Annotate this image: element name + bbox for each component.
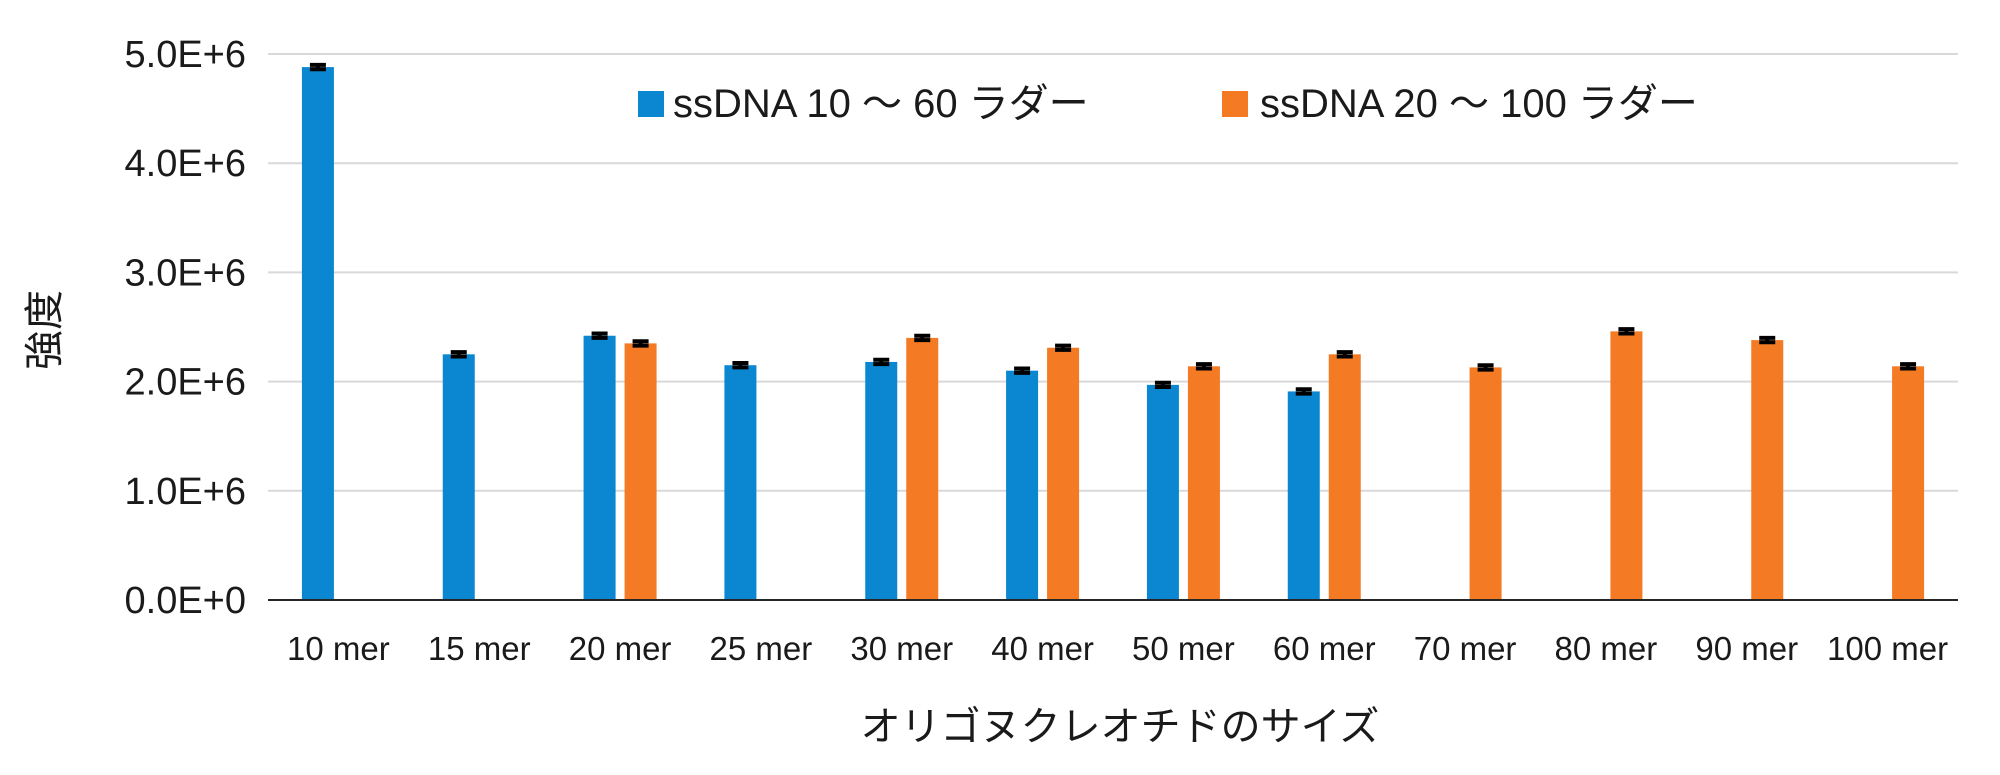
bar-series-2 (1047, 347, 1080, 600)
x-tick-label: 60 mer (1273, 630, 1376, 667)
x-tick-label: 90 mer (1695, 630, 1798, 667)
y-axis-tick-labels: 0.0E+0 1.0E+6 2.0E+6 3.0E+6 4.0E+6 5.0E+6 (125, 34, 247, 622)
legend: ssDNA 10 ～ 60 ラダー ssDNA 20 ～ 100 ラダー (638, 82, 1698, 126)
legend-label-series-2: ssDNA 20 ～ 100 ラダー (1260, 82, 1698, 126)
bar-series-1 (865, 361, 898, 600)
bar-series-2 (1751, 340, 1784, 600)
gridlines (268, 53, 1958, 492)
x-tick-label: 80 mer (1555, 630, 1658, 667)
y-tick-label: 0.0E+0 (125, 580, 247, 622)
bar-series-2 (1187, 366, 1220, 600)
y-tick-label: 4.0E+6 (125, 143, 247, 185)
bar-series-2 (1610, 331, 1643, 600)
x-tick-label: 50 mer (1132, 630, 1235, 667)
x-axis-title: オリゴヌクレオチドのサイズ (861, 705, 1380, 749)
y-tick-label: 2.0E+6 (125, 362, 247, 404)
bar-series-2 (624, 343, 657, 600)
x-tick-label: 10 mer (287, 630, 390, 667)
bar-series-2 (1892, 366, 1925, 600)
x-tick-label: 70 mer (1414, 630, 1517, 667)
x-tick-label: 20 mer (569, 630, 672, 667)
legend-label-series-1: ssDNA 10 ～ 60 ラダー (673, 82, 1089, 126)
legend-swatch-series-1 (638, 91, 664, 117)
x-tick-label: 100 mer (1827, 630, 1948, 667)
bar-series-1 (583, 335, 616, 600)
x-tick-label: 25 mer (710, 630, 813, 667)
bars (301, 67, 1925, 600)
bar-series-2 (1469, 367, 1502, 600)
bar-series-1 (1287, 391, 1320, 600)
x-axis-tick-labels: 10 mer 15 mer 20 mer 25 mer 30 mer 40 mer 50 m… (287, 630, 1948, 667)
x-tick-label: 30 mer (850, 630, 953, 667)
y-axis-title: 強度 (23, 290, 67, 370)
bar-series-1 (724, 365, 757, 600)
y-tick-label: 3.0E+6 (125, 252, 247, 294)
y-tick-label: 1.0E+6 (125, 471, 247, 513)
error-bars (309, 62, 1917, 396)
legend-swatch-series-2 (1222, 91, 1248, 117)
bar-series-1 (301, 67, 334, 600)
bar-series-1 (1146, 384, 1179, 600)
bar-series-2 (906, 337, 939, 600)
bar-series-2 (1328, 354, 1361, 600)
bar-series-1 (1006, 370, 1039, 600)
bar-series-1 (442, 354, 475, 600)
y-tick-label: 5.0E+6 (125, 34, 247, 76)
x-tick-label: 15 mer (428, 630, 531, 667)
x-tick-label: 40 mer (991, 630, 1094, 667)
